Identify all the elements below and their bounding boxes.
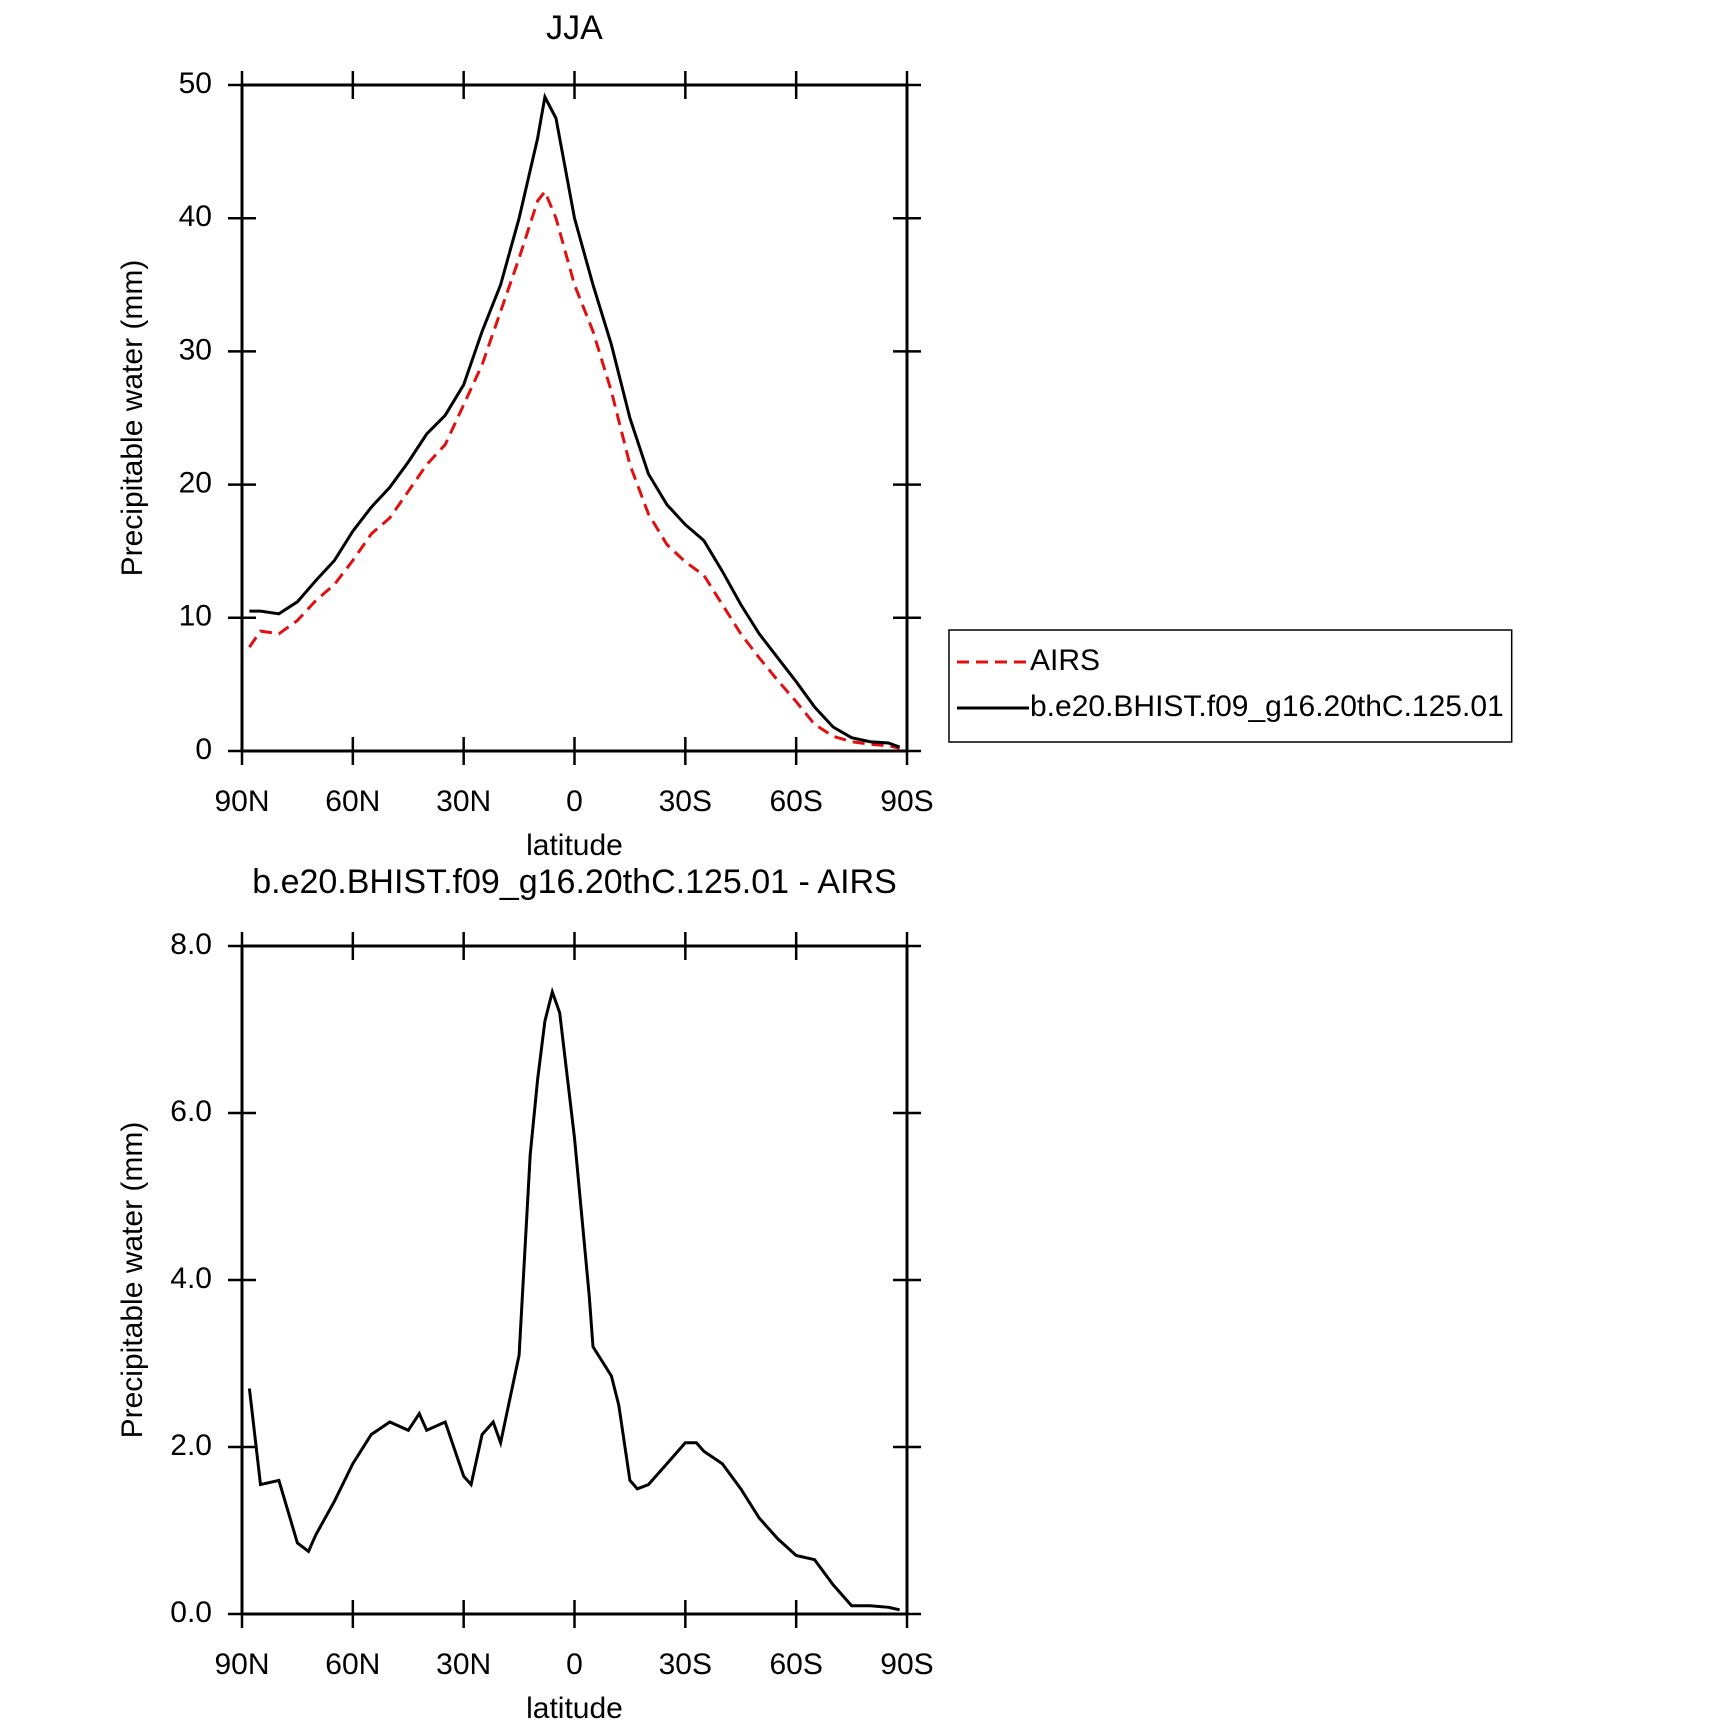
- y-axis-label: Precipitable water (mm): [116, 1122, 149, 1439]
- x-tick-label: 30S: [659, 1648, 712, 1681]
- y-axis-label: Precipitable water (mm): [116, 260, 149, 577]
- x-tick-label: 90N: [214, 785, 269, 818]
- y-tick-label: 10: [179, 600, 212, 633]
- x-tick-label: 60N: [325, 1648, 380, 1681]
- x-tick-label: 60N: [325, 785, 380, 818]
- y-tick-label: 2.0: [170, 1429, 212, 1462]
- x-tick-label: 30S: [659, 785, 712, 818]
- plot-frame: [240, 944, 909, 1616]
- legend-box: [948, 629, 1513, 743]
- x-tick-label: 90S: [880, 1648, 933, 1681]
- y-tick-label: 50: [179, 67, 212, 100]
- y-tick-label: 6.0: [170, 1095, 212, 1128]
- chart-title: b.e20.BHIST.f09_g16.20thC.125.01 - AIRS: [252, 863, 897, 901]
- plot-frame: [240, 83, 909, 753]
- x-tick-label: 60S: [769, 785, 822, 818]
- x-axis-label: latitude: [526, 829, 623, 862]
- y-tick-label: 8.0: [170, 928, 212, 961]
- x-tick-label: 90N: [214, 1648, 269, 1681]
- y-tick-label: 40: [179, 200, 212, 233]
- x-tick-label: 90S: [880, 785, 933, 818]
- legend: AIRS b.e20.BHIST.f09_g16.20thC.125.01: [948, 629, 1513, 743]
- x-tick-label: 30N: [436, 1648, 491, 1681]
- data-line: [247, 986, 900, 1612]
- legend-label: AIRS: [1030, 644, 1100, 677]
- data-line: [249, 92, 901, 749]
- x-tick-label: 0: [566, 1648, 583, 1681]
- y-tick-label: 0.0: [170, 1596, 212, 1629]
- data-line: [248, 188, 900, 750]
- y-tick-label: 20: [179, 467, 212, 500]
- legend-label: b.e20.BHIST.f09_g16.20thC.125.01: [1030, 690, 1504, 723]
- x-axis-label: latitude: [526, 1692, 623, 1725]
- y-tick-label: 0: [195, 733, 212, 766]
- y-tick-label: 30: [179, 333, 212, 366]
- x-tick-label: 30N: [436, 785, 491, 818]
- y-tick-label: 4.0: [170, 1262, 212, 1295]
- x-tick-label: 0: [566, 785, 583, 818]
- x-tick-label: 60S: [769, 1648, 822, 1681]
- chart-title: JJA: [546, 9, 603, 47]
